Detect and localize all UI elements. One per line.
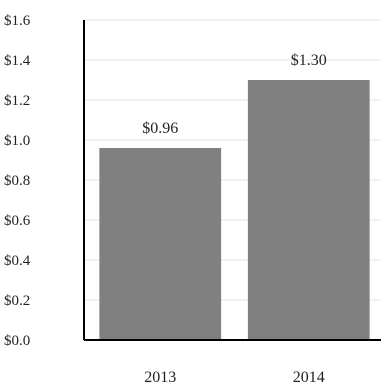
x-axis-categories: 2013 2014 <box>144 369 325 386</box>
bar-2013 <box>99 148 222 340</box>
y-tick-label: $0.6 <box>4 213 31 229</box>
x-category-label: 2014 <box>293 369 325 386</box>
bars <box>99 80 370 340</box>
y-tick-label: $0.8 <box>4 173 30 189</box>
y-tick-label: $1.6 <box>4 13 31 29</box>
bar-2014 <box>247 80 370 340</box>
y-tick-label: $1.0 <box>4 133 30 149</box>
y-axis-ticks: $0.0 $0.2 $0.4 $0.6 $0.8 $1.0 $1.2 $1.4 $1.6 <box>4 13 31 349</box>
y-tick-label: $0.4 <box>4 253 31 269</box>
x-category-label: 2013 <box>144 369 176 386</box>
data-labels: $0.96 $1.30 <box>142 52 327 137</box>
y-tick-label: $1.4 <box>4 53 31 69</box>
y-tick-label: $1.2 <box>4 93 30 109</box>
data-label-2013: $0.96 <box>142 120 178 137</box>
y-tick-label: $0.2 <box>4 293 30 309</box>
y-tick-label: $0.0 <box>4 333 30 349</box>
data-label-2014: $1.30 <box>291 52 327 69</box>
